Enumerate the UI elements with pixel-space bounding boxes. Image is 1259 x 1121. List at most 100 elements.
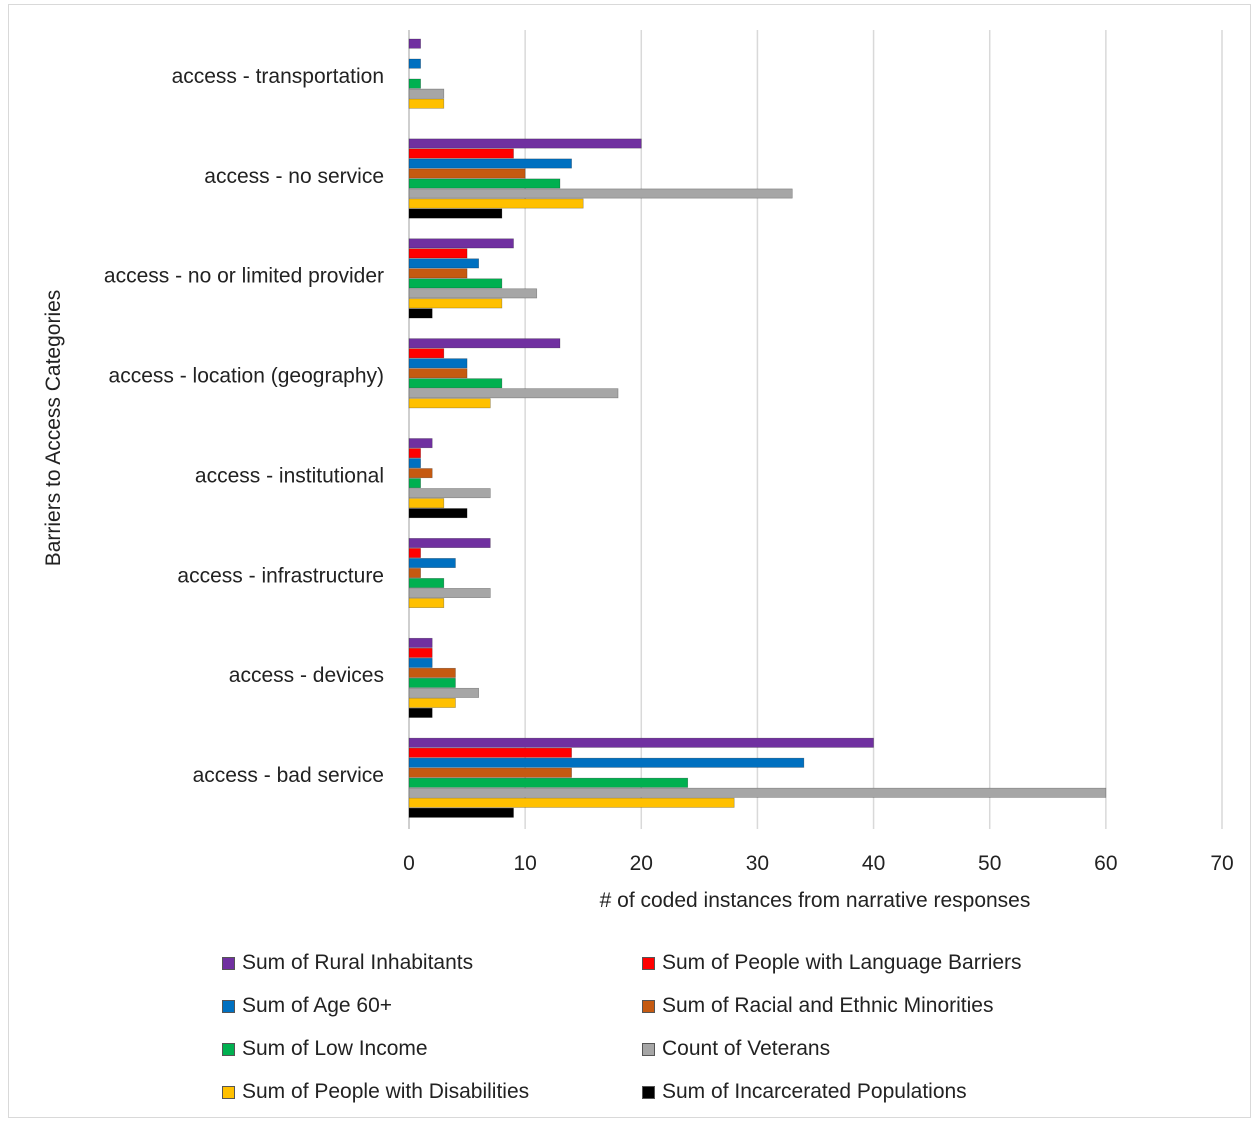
bar-0-5 [408, 88, 445, 99]
legend-item: Sum of Age 60+ [222, 989, 642, 1023]
bar-7-1 [408, 747, 572, 758]
legend: Sum of Rural Inhabitants Sum of People wi… [222, 946, 1122, 1109]
bar-0-2 [408, 58, 421, 69]
bar-2-2 [408, 258, 479, 269]
x-tick-label: 40 [862, 852, 885, 875]
x-tick-label: 30 [746, 852, 769, 875]
bar-3-5 [408, 388, 619, 399]
legend-item: Sum of People with Disabilities [222, 1075, 642, 1109]
bar-6-5 [408, 687, 479, 698]
bar-1-4 [408, 178, 561, 189]
gridlines [408, 30, 1223, 829]
bar-6-3 [408, 667, 456, 678]
x-tick-label: 50 [978, 852, 1001, 875]
legend-label: Sum of People with Language Barriers [662, 951, 1022, 974]
bar-1-1 [408, 148, 514, 159]
bar-3-0 [408, 338, 561, 349]
legend-label: Sum of People with Disabilities [242, 1080, 530, 1103]
bar-4-5 [408, 488, 491, 499]
bar-1-2 [408, 158, 572, 169]
bar-5-3 [408, 568, 421, 578]
bar-6-6 [408, 697, 456, 708]
bar-6-4 [408, 677, 456, 688]
x-tick-label: 10 [513, 852, 536, 875]
bar-6-0 [408, 637, 433, 648]
bar-0-6 [408, 98, 445, 109]
bar-4-7 [408, 508, 468, 519]
legend-label: Sum of Age 60+ [242, 994, 393, 1017]
bar-6-1 [408, 647, 433, 658]
bar-1-3 [408, 168, 526, 179]
bar-5-5 [408, 588, 491, 598]
bar-5-2 [408, 558, 456, 568]
category-label: access - transportation [172, 65, 384, 88]
category-labels: access - transportation access - no servi… [104, 65, 384, 787]
category-label: access - location (geography) [109, 365, 384, 388]
bar-2-0 [408, 238, 514, 249]
legend-label: Sum of Low Income [242, 1037, 428, 1060]
bar-2-6 [408, 298, 503, 309]
legend-swatch [642, 999, 655, 1013]
bar-5-1 [408, 548, 421, 558]
bar-1-6 [408, 198, 584, 209]
bar-5-6 [408, 598, 445, 608]
legend-label: Count of Veterans [662, 1037, 831, 1060]
bar-2-1 [408, 248, 468, 259]
bar-4-4 [408, 478, 421, 489]
legend-item: Count of Veterans [642, 1032, 1082, 1066]
x-tick-label: 20 [630, 852, 653, 875]
legend-swatch [642, 1042, 655, 1056]
legend-swatch [222, 999, 235, 1013]
bar-1-0 [408, 138, 642, 149]
legend-item: Sum of Racial and Ethnic Minorities [642, 989, 1082, 1023]
bar-7-2 [408, 757, 805, 768]
x-axis-title: # of coded instances from narrative resp… [600, 889, 1031, 912]
bar-4-2 [408, 458, 421, 469]
bar-7-5 [408, 787, 1107, 798]
legend-label: Sum of Incarcerated Populations [662, 1080, 967, 1103]
bar-4-6 [408, 498, 445, 509]
bar-2-7 [408, 308, 433, 319]
legend-item: Sum of Low Income [222, 1032, 642, 1066]
bar-7-4 [408, 777, 689, 788]
bar-6-7 [408, 707, 433, 718]
bars [408, 38, 1107, 818]
bar-7-6 [408, 797, 735, 808]
x-tick-label: 0 [403, 852, 415, 875]
category-label: access - devices [229, 664, 384, 687]
legend-item: Sum of Rural Inhabitants [222, 946, 642, 980]
bar-0-0 [408, 38, 421, 49]
legend-swatch [642, 1085, 655, 1099]
bar-3-4 [408, 378, 503, 389]
bar-3-1 [408, 348, 445, 359]
legend-label: Sum of Rural Inhabitants [242, 951, 474, 974]
bar-2-3 [408, 268, 468, 279]
bar-4-0 [408, 438, 433, 449]
category-label: access - no or limited provider [104, 265, 384, 288]
bar-2-4 [408, 278, 503, 289]
legend-item: Sum of Incarcerated Populations [642, 1075, 1082, 1109]
legend-swatch [222, 956, 235, 970]
legend-swatch [222, 1042, 235, 1056]
x-tick-label: 60 [1094, 852, 1117, 875]
x-tick-label: 70 [1210, 852, 1233, 875]
bar-5-4 [408, 578, 445, 588]
bar-2-5 [408, 288, 538, 299]
bar-7-3 [408, 767, 572, 778]
bar-6-2 [408, 657, 433, 668]
bar-4-1 [408, 448, 421, 459]
bar-3-2 [408, 358, 468, 369]
bar-1-7 [408, 208, 503, 219]
category-label: access - infrastructure [177, 564, 384, 587]
bar-5-0 [408, 538, 491, 548]
bar-4-3 [408, 468, 433, 479]
legend-swatch [642, 956, 655, 970]
bar-3-3 [408, 368, 468, 379]
x-tick-labels: 0 10 20 30 40 50 60 70 [403, 852, 1234, 875]
legend-item: Sum of People with Language Barriers [642, 946, 1082, 980]
y-axis-title: Barriers to Access Categories [42, 290, 65, 567]
bar-1-5 [408, 188, 793, 199]
category-label: access - institutional [195, 464, 384, 487]
legend-swatch [222, 1085, 235, 1099]
